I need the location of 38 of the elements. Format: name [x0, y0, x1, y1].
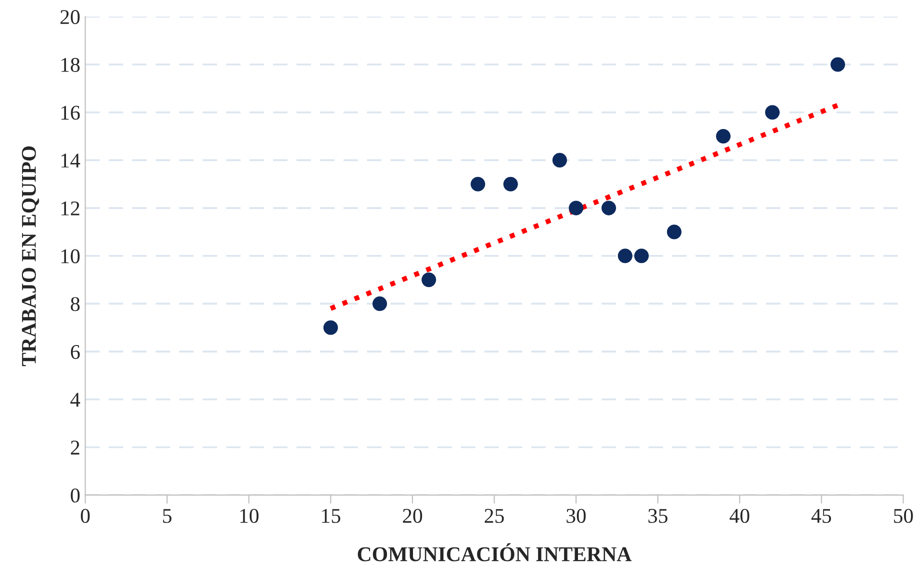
y-tick-label: 20 — [60, 10, 80, 24]
point — [716, 128, 731, 144]
point — [830, 57, 846, 72]
y-tick-label: 2 — [70, 440, 80, 454]
y-tick-label: 14 — [61, 154, 80, 168]
y-axis-title: TRABAJO EN EQUIPO — [22, 146, 40, 366]
point — [618, 248, 632, 264]
y-tick-label: 0 — [70, 488, 80, 503]
x-axis-title: COMUNICACIÓN INTERNA — [358, 543, 632, 562]
y-tick-label: 16 — [61, 106, 80, 120]
point — [765, 105, 780, 120]
x-tick-label: 15 — [322, 508, 340, 523]
point — [568, 200, 584, 216]
y-tick-label: 12 — [61, 201, 80, 216]
point — [601, 200, 616, 216]
y-tick-label: 18 — [61, 58, 80, 72]
x-tick-label: 30 — [566, 508, 586, 523]
point — [503, 176, 518, 192]
x-tick-label: 10 — [240, 508, 258, 523]
y-tick-label: 4 — [70, 392, 80, 407]
point — [666, 224, 682, 240]
point — [323, 320, 338, 335]
x-tick-label: 0 — [80, 508, 90, 523]
point — [634, 248, 649, 264]
x-tick-label: 50 — [894, 508, 913, 523]
x-tick-label: 25 — [484, 508, 504, 523]
x-tick-label: 5 — [163, 509, 172, 523]
point — [470, 176, 486, 192]
point — [552, 152, 567, 168]
y-tick-label: 6 — [70, 344, 80, 359]
x-tick-label: 40 — [730, 508, 750, 523]
point — [422, 272, 436, 288]
x-tick-label: 20 — [402, 508, 422, 523]
y-tick-label: 10 — [61, 249, 80, 264]
x-tick-label: 35 — [648, 508, 668, 523]
y-tick-label: 8 — [70, 297, 80, 312]
x-tick-label: 45 — [811, 509, 832, 523]
point — [372, 296, 388, 311]
